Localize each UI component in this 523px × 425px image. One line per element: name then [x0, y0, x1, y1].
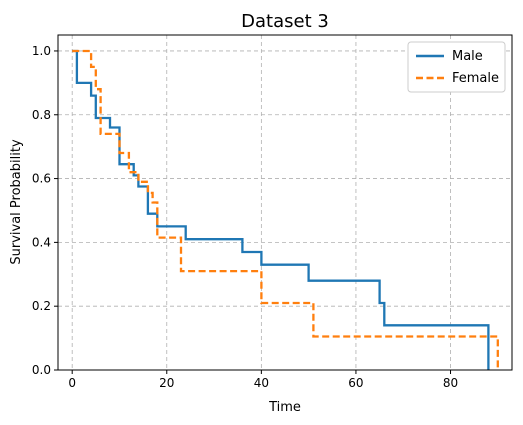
legend-label-male: Male: [452, 49, 483, 64]
series-line-female: [72, 49, 499, 370]
y-tick-label: 0.4: [32, 235, 51, 249]
x-tick-label: 0: [68, 376, 76, 390]
plot-area-frame: [57, 34, 513, 371]
x-tick-label: 80: [443, 376, 458, 390]
x-axis-label: Time: [268, 400, 301, 415]
legend: Male Female: [407, 41, 506, 93]
chart-title: Dataset 3: [241, 11, 329, 32]
x-tick-label: 40: [254, 376, 269, 390]
x-tick-label: 60: [348, 376, 363, 390]
y-tick-label: 0.0: [32, 363, 51, 377]
y-tick-label: 0.6: [32, 172, 51, 186]
series-line-male: [72, 49, 490, 370]
series-layer: [72, 49, 499, 370]
y-tick-label: 0.2: [32, 299, 51, 313]
y-tick-label: 0.8: [32, 108, 51, 122]
legend-label-female: Female: [452, 71, 499, 86]
y-tick-label: 1.0: [32, 44, 51, 58]
x-tick-label: 20: [159, 376, 174, 390]
legend-box: [407, 41, 506, 93]
y-axis-label: Survival Probability: [9, 139, 24, 265]
ticks-layer: 0 20 40 60 80 0.0 0.2 0.4 0.6 0.8 1.0: [32, 44, 458, 390]
